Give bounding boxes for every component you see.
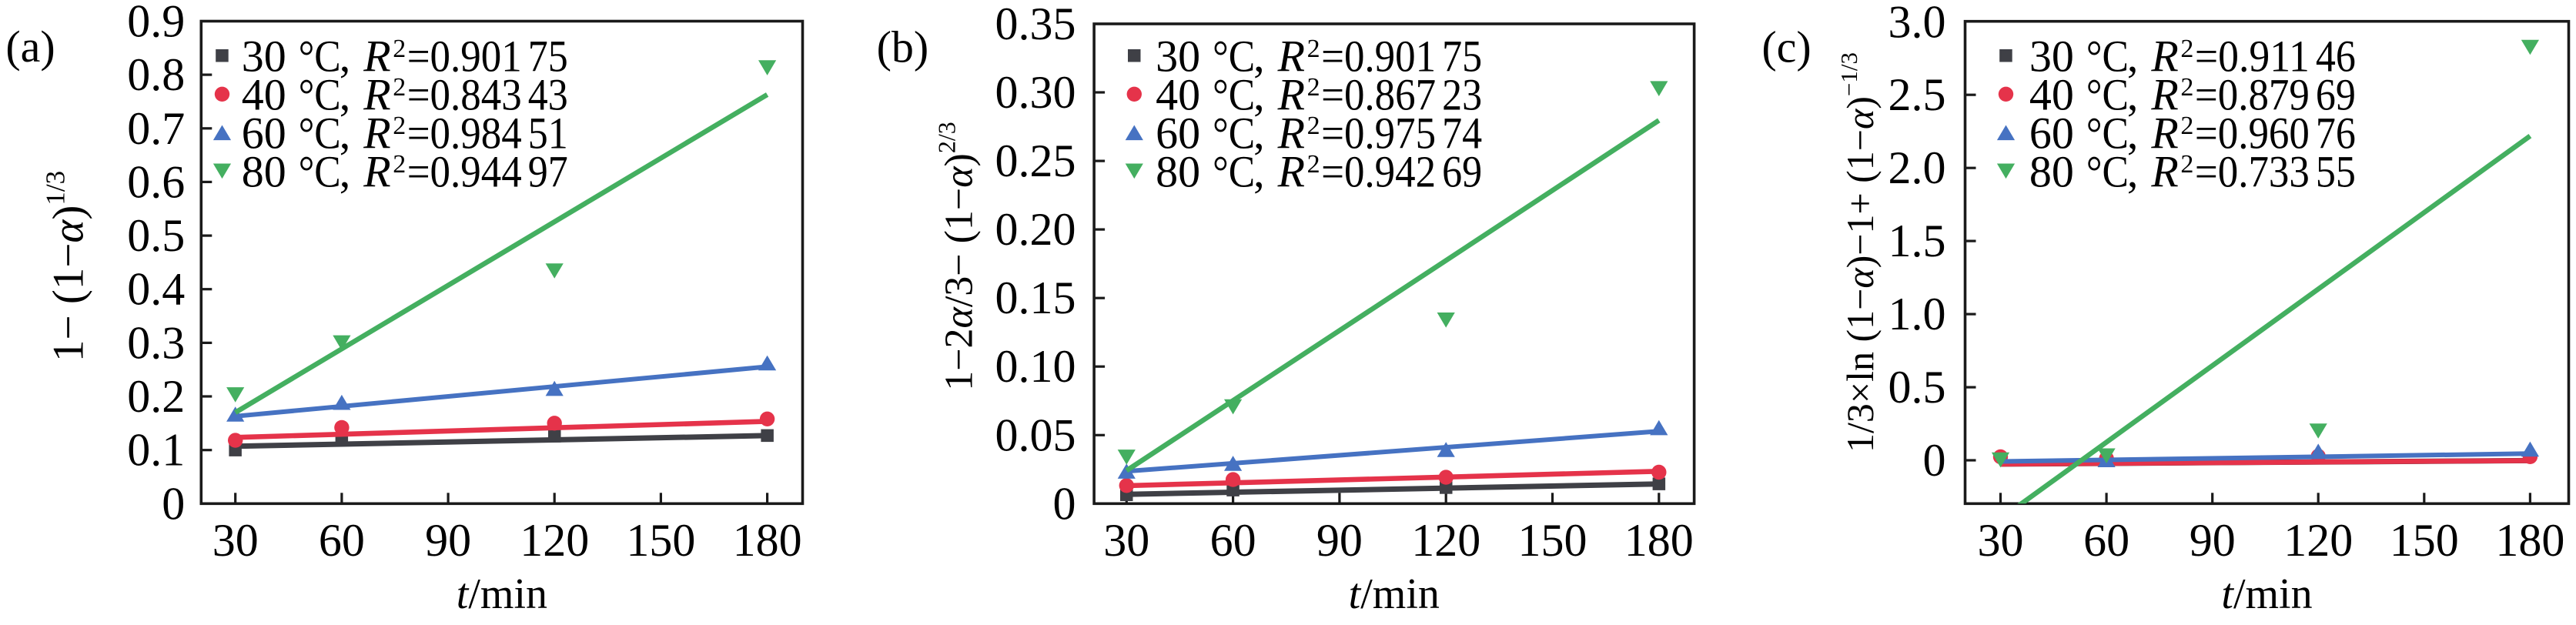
svg-text:(b): (b): [877, 22, 929, 72]
svg-text:0: 0: [1923, 435, 1946, 486]
svg-text:0.15: 0.15: [995, 272, 1076, 323]
svg-text:0.5: 0.5: [1889, 362, 1946, 413]
svg-text:90: 90: [2190, 515, 2236, 566]
svg-text:0.6: 0.6: [127, 156, 185, 207]
svg-text:0.3: 0.3: [127, 317, 185, 368]
svg-text:90: 90: [425, 515, 471, 566]
svg-text:0.9: 0.9: [127, 0, 185, 47]
svg-text:60: 60: [1210, 515, 1256, 566]
svg-text:30: 30: [1978, 515, 2024, 566]
svg-text:1.0: 1.0: [1889, 289, 1946, 339]
svg-text:60: 60: [319, 515, 365, 566]
svg-text:60: 60: [2083, 515, 2129, 566]
svg-text:180: 180: [1624, 515, 1694, 566]
svg-text:0.7: 0.7: [127, 103, 185, 154]
svg-text:0: 0: [1053, 478, 1076, 529]
svg-text:120: 120: [520, 515, 589, 566]
svg-text:30: 30: [212, 515, 259, 566]
svg-text:2.0: 2.0: [1889, 142, 1946, 193]
svg-text:1.5: 1.5: [1889, 216, 1946, 266]
svg-text:0.05: 0.05: [995, 409, 1076, 460]
svg-text:0.8: 0.8: [127, 49, 185, 100]
svg-text:150: 150: [2390, 515, 2459, 566]
svg-text:t/min: t/min: [457, 570, 547, 618]
svg-text:1−2α/3− (1−α)2/3: 1−2α/3− (1−α)2/3: [933, 122, 982, 391]
svg-text:0.25: 0.25: [995, 135, 1076, 186]
svg-text:0.30: 0.30: [995, 67, 1076, 118]
svg-text:0.4: 0.4: [127, 264, 185, 315]
svg-text:90: 90: [1316, 515, 1363, 566]
svg-text:1/3×ln (1−α)−1+ (1−α)−1/3: 1/3×ln (1−α)−1+ (1−α)−1/3: [1835, 52, 1882, 453]
svg-text:t/min: t/min: [2221, 570, 2312, 618]
svg-text:0.2: 0.2: [127, 371, 185, 422]
svg-text:180: 180: [733, 515, 802, 566]
svg-text:0.5: 0.5: [127, 210, 185, 261]
svg-text:0.20: 0.20: [995, 204, 1076, 255]
svg-text:120: 120: [1411, 515, 1480, 566]
svg-text:30: 30: [1103, 515, 1149, 566]
svg-text:180: 180: [2495, 515, 2564, 566]
svg-text:t/min: t/min: [1349, 570, 1440, 618]
svg-text:120: 120: [2283, 515, 2353, 566]
svg-text:0: 0: [162, 478, 185, 529]
svg-text:3.0: 3.0: [1889, 0, 1946, 47]
svg-text:150: 150: [626, 515, 695, 566]
svg-text:2.5: 2.5: [1889, 69, 1946, 120]
svg-text:0.35: 0.35: [995, 0, 1076, 49]
svg-text:0.10: 0.10: [995, 341, 1076, 392]
svg-text:0.1: 0.1: [127, 425, 185, 476]
svg-text:1− (1−α)1/3: 1− (1−α)1/3: [41, 171, 93, 362]
svg-text:(a): (a): [5, 22, 55, 72]
svg-text:(c): (c): [1761, 22, 1811, 72]
svg-text:150: 150: [1518, 515, 1587, 566]
